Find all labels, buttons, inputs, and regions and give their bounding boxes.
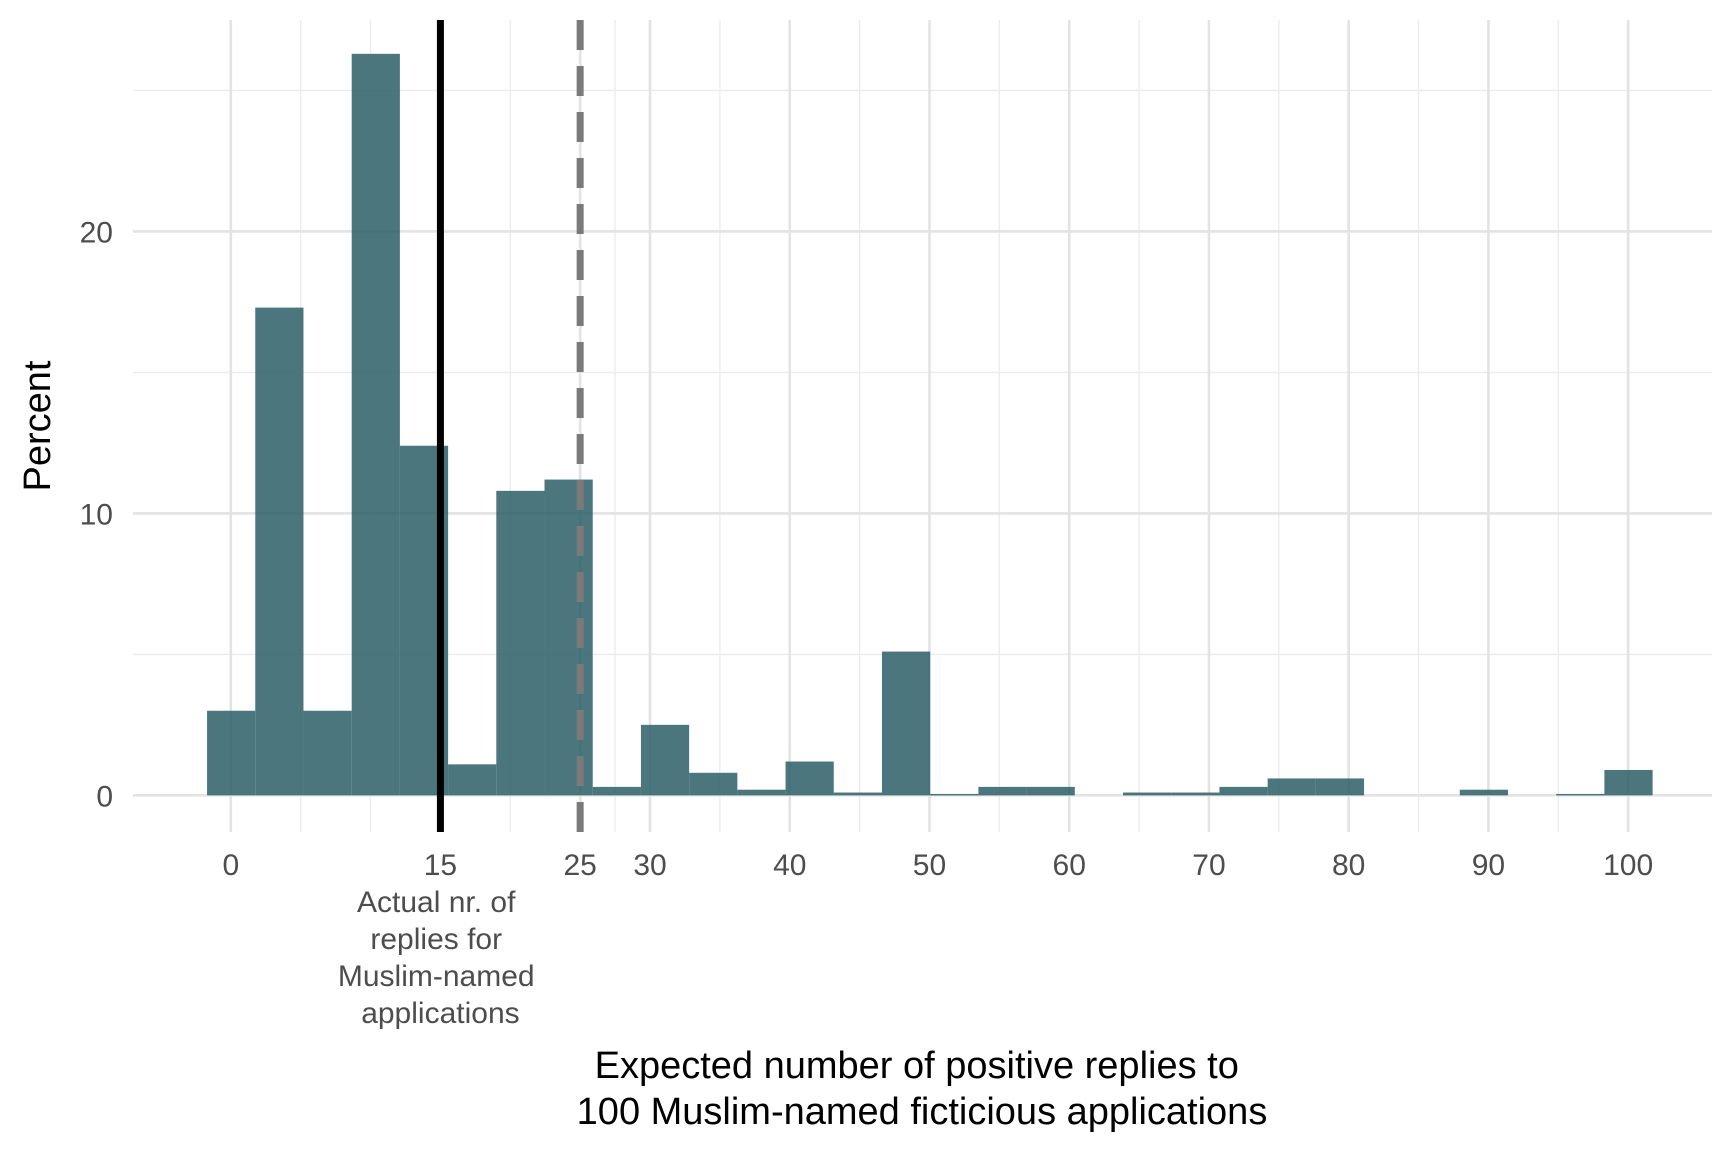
histogram-bar [1123,792,1172,796]
x-tick-label: 80 [1332,849,1365,882]
x-tick-label: 70 [1192,849,1225,882]
x-axis-title: Expected number of positive replies to 1… [577,1045,1268,1133]
y-axis-title: Percent [17,360,59,491]
histogram-bar [592,786,641,796]
annotation-line-2: replies for [370,923,502,956]
x-tick-label: 50 [913,849,946,882]
histogram-bar [351,53,400,796]
histogram-bar [1026,786,1075,796]
histogram-bar [978,786,1027,796]
annotation-line-4: applications [361,997,519,1030]
histogram-bar [255,307,304,796]
x-tick-label: 15 [424,849,457,882]
histogram-bar [785,761,834,796]
x-tick-label: 40 [773,849,806,882]
x-axis-title-line-2: 100 Muslim-named ficticious applications [577,1091,1268,1133]
histogram-bar [881,651,931,796]
histogram-bar [1556,793,1605,796]
x-tick-labels: 0 15 25 30 40 50 60 70 80 90 100 [222,849,1653,882]
x-tick-label: 90 [1472,849,1505,882]
y-tick-label: 20 [80,216,113,249]
histogram-bar [496,490,545,796]
histogram-bar [207,710,256,796]
histogram-bar [1315,778,1365,796]
y-tick-label: 0 [96,780,113,813]
x-tick-label: 100 [1603,849,1653,882]
histogram-bar [689,772,738,796]
histogram-bar [737,789,786,796]
histogram-bar [1604,769,1653,796]
histogram-bar [930,793,979,796]
x-axis-title-line-1: Expected number of positive replies to [595,1045,1239,1087]
x-tick-label: 30 [633,849,666,882]
x-tick-label: 0 [222,849,239,882]
annotation-line-1: Actual nr. of [357,886,516,919]
x-tick-label: 25 [563,849,596,882]
annotation-line-3: Muslim-named [338,960,535,993]
histogram-bar [544,479,593,796]
reference-lines [436,20,584,832]
x-tick-label: 60 [1053,849,1086,882]
histogram-bar [448,764,497,796]
histogram-bar [1219,786,1268,796]
y-tick-label: 10 [80,498,113,531]
histogram-bar [1459,789,1508,796]
histogram-bars [207,53,1653,796]
histogram-bar [640,724,690,796]
histogram-bar [303,710,352,796]
histogram-bar [833,792,882,796]
y-tick-labels: 0 10 20 [80,216,113,813]
histogram-bar [1267,778,1316,796]
actual-replies-annotation: Actual nr. of replies for Muslim-named a… [338,886,543,1030]
histogram-bar [1171,792,1220,796]
